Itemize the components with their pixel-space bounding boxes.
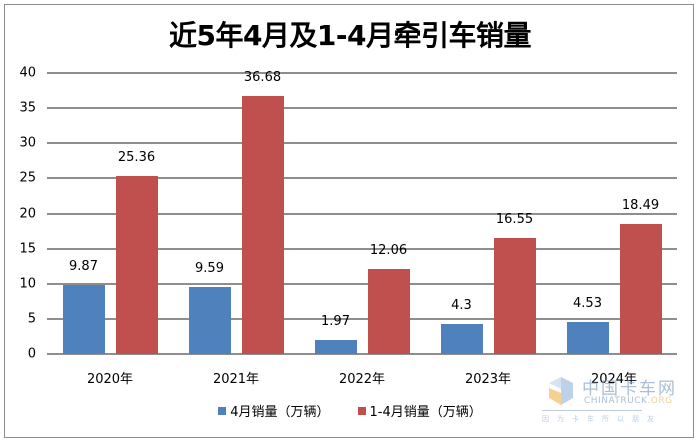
bar-april-sales — [62, 284, 105, 354]
data-label: 9.87 — [69, 258, 98, 274]
legend-swatch-icon — [357, 406, 366, 415]
data-label: 36.68 — [243, 70, 282, 86]
data-label: 18.49 — [621, 198, 660, 214]
y-axis-tick-label: 10 — [19, 276, 36, 292]
chinatruck-watermark: 中国卡车网 CHINATRUCK.ORG 因为卡车所以朋友 — [540, 372, 690, 430]
gridline — [47, 212, 677, 215]
gridline — [47, 317, 677, 320]
y-axis-tick-label: 35 — [19, 100, 36, 116]
data-label: 12.06 — [369, 243, 408, 259]
x-axis-tick-label: 2021年 — [212, 372, 260, 387]
y-axis-tick-label: 5 — [27, 311, 36, 327]
data-label: 16.55 — [495, 211, 534, 227]
y-axis-tick-label: 20 — [19, 206, 36, 221]
x-axis-tick-label: 2023年 — [464, 372, 512, 387]
y-axis-tick-label: 40 — [19, 65, 36, 81]
gridline — [47, 142, 677, 145]
watermark-divider — [542, 410, 642, 411]
bar-april-sales — [566, 322, 609, 354]
x-axis-tick-label: 2020年 — [86, 372, 134, 387]
data-label: 25.36 — [117, 149, 156, 165]
legend-label: 4月销量（万辆） — [230, 405, 330, 420]
data-label: 9.59 — [195, 260, 224, 276]
bar-april-sales — [188, 286, 231, 354]
gridline — [47, 247, 677, 250]
x-axis-tick-label: 2024年 — [590, 372, 638, 387]
bar-april-sales — [314, 340, 357, 354]
gridline — [47, 282, 677, 285]
chart-legend: 4月销量（万辆） 1-4月销量（万辆） — [0, 401, 700, 420]
bar-jan-apr-sales — [367, 269, 410, 354]
watermark-slogan: 因为卡车所以朋友 — [542, 415, 662, 423]
gridline — [47, 353, 677, 355]
chinatruck-logo-icon — [549, 377, 573, 405]
bar-april-sales — [440, 323, 483, 354]
gridline — [47, 177, 677, 180]
bar-jan-apr-sales — [241, 96, 284, 354]
gridline — [47, 72, 677, 74]
x-axis-tick-label: 2022年 — [338, 372, 386, 387]
bar-jan-apr-sales — [619, 224, 662, 354]
data-label: 4.53 — [573, 296, 602, 312]
data-label: 4.3 — [451, 297, 472, 313]
data-label: 1.97 — [321, 314, 350, 330]
watermark-chinese-text: 中国卡车网 — [582, 379, 677, 399]
legend-label: 1-4月销量（万辆） — [369, 405, 482, 420]
y-axis-tick-label: 30 — [19, 135, 36, 151]
legend-item-jan-apr: 1-4月销量（万辆） — [357, 401, 482, 420]
bar-jan-apr-sales — [115, 175, 158, 354]
y-axis-tick-label: 15 — [19, 241, 36, 257]
y-axis-tick-label: 0 — [27, 346, 36, 362]
legend-swatch-icon — [218, 406, 227, 415]
bar-jan-apr-sales — [493, 237, 536, 354]
watermark-english-text: CHINATRUCK.ORG — [584, 396, 673, 406]
gridline — [47, 107, 677, 110]
chart-title: 近5年4月及1-4月牵引车销量 — [168, 19, 532, 52]
legend-item-april: 4月销量（万辆） — [218, 401, 330, 420]
y-axis-tick-label: 25 — [19, 170, 36, 186]
